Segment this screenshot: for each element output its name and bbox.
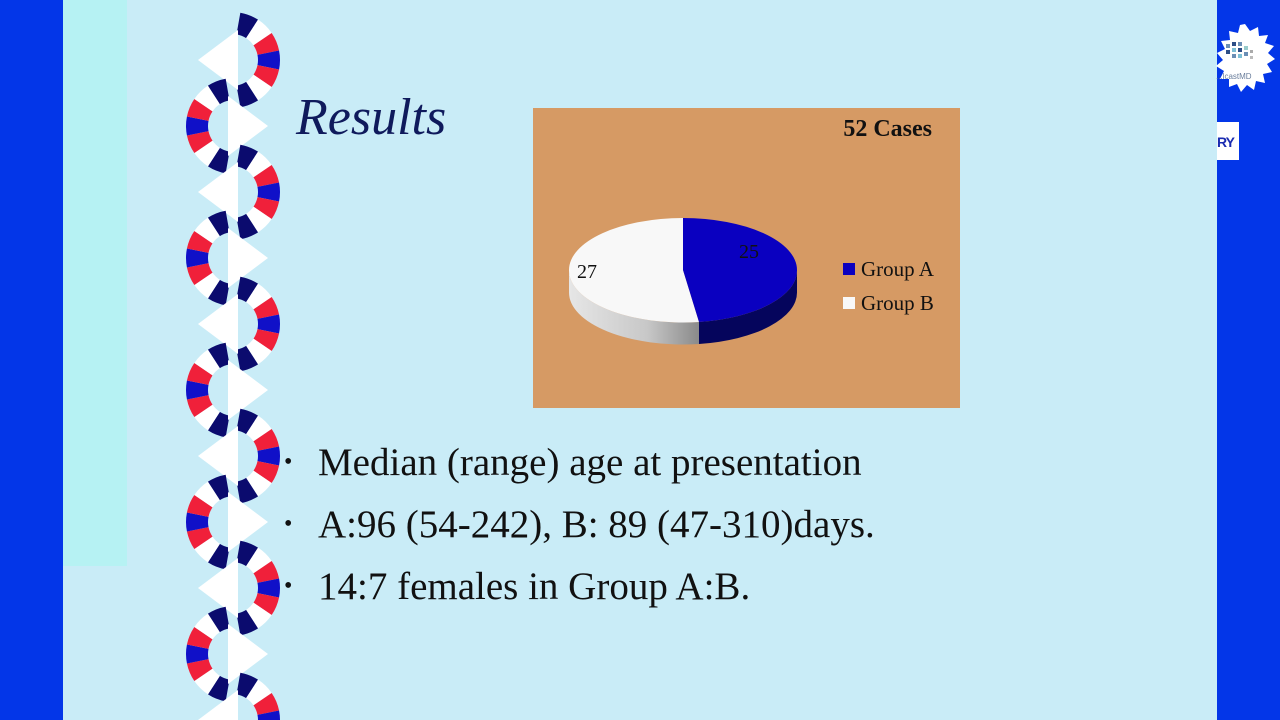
bullet-text: A:96 (54-242), B: 89 (47-310)days. bbox=[318, 503, 875, 546]
data-label-group-a: 25 bbox=[739, 241, 759, 263]
brand-badge: RY bbox=[1217, 122, 1239, 160]
legend-item-group-a: Group A bbox=[843, 252, 934, 286]
pie-slice-group-a bbox=[683, 218, 798, 322]
pie-slice-group-b bbox=[568, 218, 699, 323]
brand-logo-icon bbox=[1216, 24, 1275, 92]
bullet-item: • A:96 (54-242), B: 89 (47-310)days. bbox=[284, 502, 875, 564]
pie-side-group-b bbox=[568, 270, 699, 345]
brand-badge-text: RY bbox=[1217, 134, 1235, 150]
chart-title: 52 Cases bbox=[843, 116, 932, 142]
bullet-text: 14:7 females in Group A:B. bbox=[318, 565, 751, 608]
legend-label-group-b: Group B bbox=[861, 290, 934, 315]
legend-swatch-group-a bbox=[843, 263, 855, 275]
bullet-text: Median (range) age at presentation bbox=[318, 441, 862, 484]
bullet-list: • Median (range) age at presentation • A… bbox=[284, 440, 875, 626]
brand-logo-text: ...lcastMD bbox=[1216, 72, 1252, 81]
left-accent-panel bbox=[63, 0, 127, 566]
legend-swatch-group-b bbox=[843, 297, 855, 309]
bullet-item: • Median (range) age at presentation bbox=[284, 440, 875, 502]
decorative-fan-helix-icon bbox=[186, 12, 280, 720]
legend-label-group-a: Group A bbox=[861, 256, 934, 281]
data-label-group-b: 27 bbox=[577, 261, 597, 283]
bullet-icon: • bbox=[284, 511, 293, 537]
left-frame-bar bbox=[0, 0, 63, 720]
right-frame-bar bbox=[1217, 0, 1280, 720]
chart-legend: Group A Group B bbox=[843, 252, 934, 320]
bullet-item: • 14:7 females in Group A:B. bbox=[284, 564, 875, 626]
legend-item-group-b: Group B bbox=[843, 286, 934, 320]
pie-side-group-a bbox=[699, 270, 798, 344]
bullet-icon: • bbox=[284, 573, 293, 599]
slide-title: Results bbox=[296, 89, 447, 146]
pie-chart: 52 Cases 25 27 Group A Group B bbox=[533, 108, 960, 408]
pie-chart-graphic: 25 27 bbox=[568, 218, 798, 345]
bullet-icon: • bbox=[284, 449, 293, 475]
